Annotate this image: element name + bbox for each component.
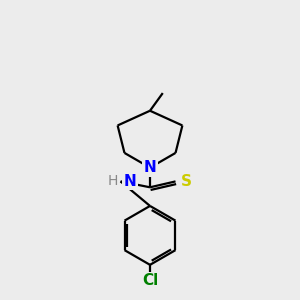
Text: Cl: Cl — [142, 273, 158, 288]
Text: S: S — [180, 174, 191, 189]
Text: H: H — [107, 174, 118, 188]
Text: N: N — [144, 160, 156, 175]
Text: N: N — [124, 174, 136, 189]
